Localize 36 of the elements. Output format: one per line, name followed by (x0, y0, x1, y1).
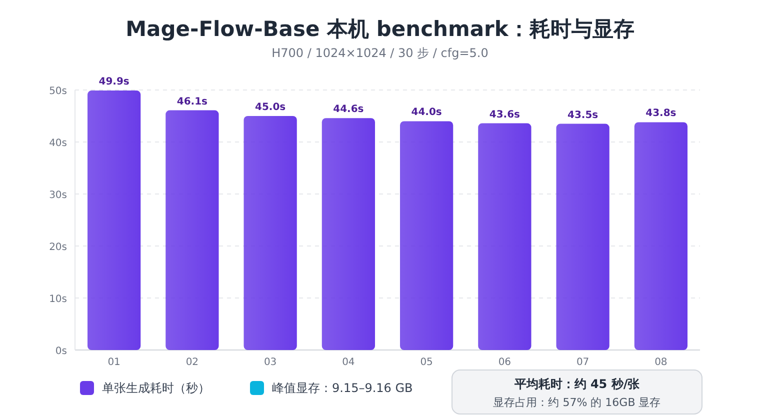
x-tick-label: 05 (420, 357, 433, 368)
y-tick-label: 10s (49, 294, 67, 305)
data-label: 44.6s (333, 104, 364, 116)
data-label: 45.0s (255, 102, 286, 113)
y-tick-label: 40s (49, 138, 67, 149)
chart-subtitle: H700 / 1024×1024 / 30 步 / cfg=5.0 (272, 46, 488, 60)
x-tick-label: 06 (498, 357, 512, 368)
data-label: 44.0s (411, 107, 442, 118)
data-label: 43.6s (489, 109, 520, 120)
legend-label: 单张生成耗时（秒） (102, 381, 210, 395)
bar (166, 110, 219, 350)
x-tick-label: 02 (186, 357, 199, 368)
bar (88, 90, 141, 350)
text: 平均耗时：约 45 秒/张 (513, 377, 641, 391)
y-tick-label: 20s (49, 242, 67, 253)
y-tick-label: 0s (55, 346, 67, 357)
legend-label: 峰值显存：9.15–9.16 GB (272, 381, 413, 395)
x-tick-label: 03 (264, 357, 277, 368)
x-tick-label: 04 (342, 357, 355, 368)
text: 显存占用：约 57% 的 16GB 显存 (493, 396, 661, 409)
x-tick-label: 08 (654, 357, 668, 368)
data-label: 43.5s (568, 110, 598, 121)
bar (556, 124, 610, 350)
x-tick-label: 07 (576, 357, 590, 368)
chart-title: Mage-Flow-Base 本机 benchmark：耗时与显存 (126, 17, 634, 41)
bar (244, 116, 297, 350)
bar (478, 123, 532, 350)
bar (322, 118, 375, 350)
bar (634, 122, 688, 350)
data-label: 49.9s (98, 76, 130, 88)
y-tick-label: 50s (49, 86, 67, 97)
x-tick-label: 01 (108, 357, 120, 368)
bar (400, 121, 454, 350)
data-label: 46.1s (176, 96, 208, 108)
data-label: 43.8s (646, 108, 676, 120)
y-tick-label: 30s (49, 190, 67, 201)
